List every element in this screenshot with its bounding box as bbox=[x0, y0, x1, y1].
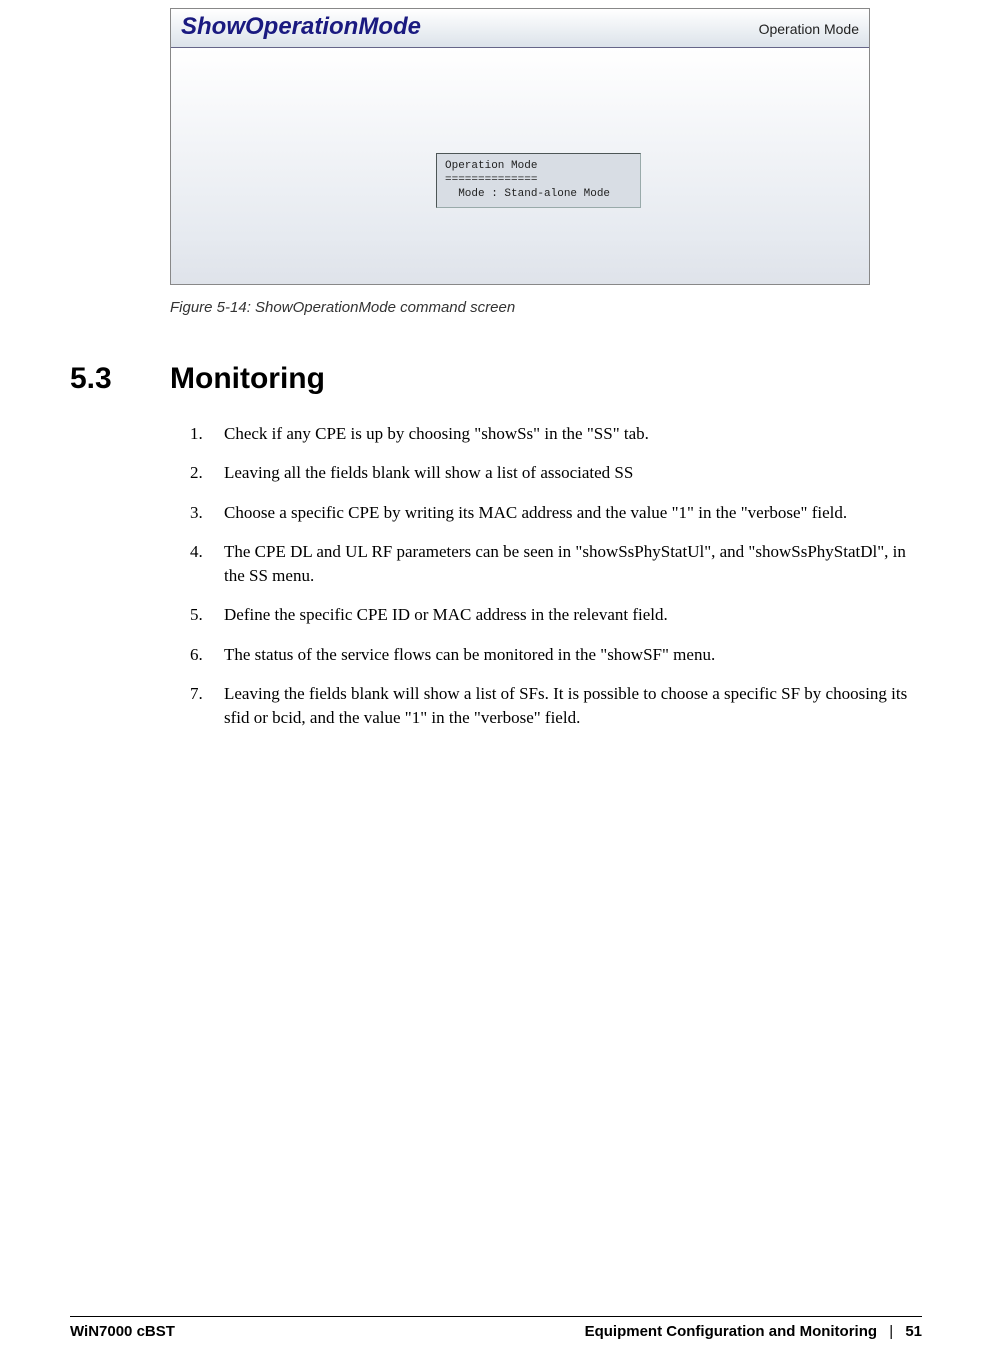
section-heading: 5.3 Monitoring bbox=[70, 362, 922, 396]
window-subtitle: Operation Mode bbox=[659, 21, 859, 37]
terminal-output: Operation Mode ============== Mode : Sta… bbox=[436, 153, 641, 208]
page-footer: WiN7000 cBST Equipment Configuration and… bbox=[70, 1316, 922, 1340]
list-item: 6.The status of the service flows can be… bbox=[190, 643, 910, 666]
list-item: 5.Define the specific CPE ID or MAC addr… bbox=[190, 603, 910, 626]
screenshot-window: ShowOperationMode Operation Mode Operati… bbox=[170, 8, 870, 285]
section-title: Monitoring bbox=[170, 362, 325, 396]
window-title: ShowOperationMode bbox=[181, 13, 421, 41]
list-item-text: Check if any CPE is up by choosing "show… bbox=[224, 424, 649, 443]
steps-list: 1.Check if any CPE is up by choosing "sh… bbox=[190, 422, 910, 729]
footer-page: 51 bbox=[905, 1323, 922, 1340]
footer-left: WiN7000 cBST bbox=[70, 1323, 175, 1340]
list-item-text: Leaving all the fields blank will show a… bbox=[224, 463, 633, 482]
list-item: 3.Choose a specific CPE by writing its M… bbox=[190, 501, 910, 524]
footer-chapter: Equipment Configuration and Monitoring bbox=[585, 1323, 877, 1340]
list-item: 2.Leaving all the fields blank will show… bbox=[190, 461, 910, 484]
list-item-text: Leaving the fields blank will show a lis… bbox=[224, 684, 907, 726]
figure-caption: Figure 5-14: ShowOperationMode command s… bbox=[170, 299, 922, 316]
footer-separator: | bbox=[881, 1323, 901, 1340]
list-item-text: The status of the service flows can be m… bbox=[224, 645, 715, 664]
section-number: 5.3 bbox=[70, 362, 170, 396]
window-body: Operation Mode ============== Mode : Sta… bbox=[171, 48, 869, 284]
figure: ShowOperationMode Operation Mode Operati… bbox=[170, 8, 922, 316]
footer-right: Equipment Configuration and Monitoring |… bbox=[585, 1323, 922, 1340]
list-item: 1.Check if any CPE is up by choosing "sh… bbox=[190, 422, 910, 445]
list-item-text: Define the specific CPE ID or MAC addres… bbox=[224, 605, 668, 624]
list-item-text: Choose a specific CPE by writing its MAC… bbox=[224, 503, 847, 522]
list-item: 7.Leaving the fields blank will show a l… bbox=[190, 682, 910, 729]
window-title-bar: ShowOperationMode Operation Mode bbox=[171, 9, 869, 48]
list-item: 4.The CPE DL and UL RF parameters can be… bbox=[190, 540, 910, 587]
list-item-text: The CPE DL and UL RF parameters can be s… bbox=[224, 542, 906, 584]
